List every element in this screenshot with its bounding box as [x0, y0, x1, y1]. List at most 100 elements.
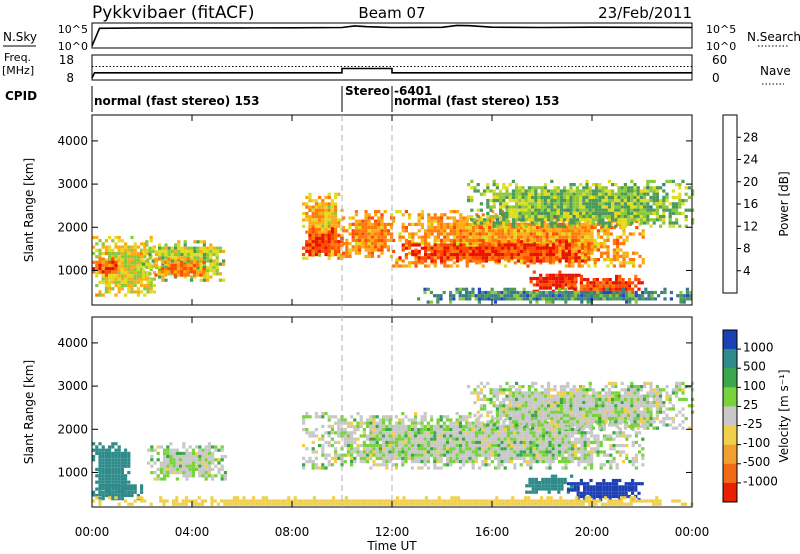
- heatmap-cell: [414, 254, 418, 258]
- heatmap-cell: [430, 428, 434, 432]
- heatmap-cell: [345, 254, 349, 258]
- heatmap-cell: [513, 222, 517, 226]
- heatmap-cell: [391, 424, 395, 428]
- heatmap-cell: [465, 226, 469, 230]
- heatmap-cell: [527, 211, 531, 215]
- heatmap-cell: [582, 186, 586, 190]
- heatmap-cell: [429, 290, 433, 295]
- heatmap-cell: [526, 238, 530, 242]
- heatmap-cell: [634, 290, 638, 295]
- heatmap-cell: [358, 248, 362, 252]
- heatmap-cell: [342, 216, 346, 220]
- heatmap-cell: [414, 447, 418, 451]
- heatmap-cell: [579, 287, 583, 291]
- heatmap-cell: [536, 253, 540, 257]
- heatmap-cell: [513, 290, 517, 295]
- heatmap-cell: [223, 455, 227, 459]
- heatmap-cell: [120, 464, 124, 468]
- heatmap-cell: [574, 235, 578, 239]
- heatmap-cell: [574, 444, 578, 448]
- heatmap-cell: [523, 258, 527, 262]
- sky-noise-frame: [91, 22, 693, 49]
- heatmap-cell: [583, 431, 587, 435]
- heatmap-cell: [143, 264, 147, 268]
- heatmap-cell: [625, 251, 629, 255]
- heatmap-cell: [395, 210, 399, 214]
- heatmap-cell: [417, 259, 421, 263]
- heatmap-cell: [611, 195, 615, 199]
- heatmap-cell: [484, 232, 488, 236]
- heatmap-cell: [555, 242, 559, 246]
- heatmap-cell: [364, 235, 368, 239]
- heatmap-cell: [420, 453, 424, 457]
- heatmap-cell: [114, 484, 118, 488]
- heatmap-cell: [468, 440, 472, 444]
- heatmap-cell: [455, 418, 459, 422]
- heatmap-cell: [548, 286, 552, 290]
- heatmap-cell: [188, 474, 192, 478]
- heatmap-cell: [580, 222, 584, 226]
- heatmap-cell: [590, 232, 594, 236]
- heatmap-cell: [446, 460, 450, 464]
- heatmap-cell: [569, 186, 573, 190]
- heatmap-cell: [481, 440, 485, 444]
- heatmap-cell: [308, 243, 312, 247]
- heatmap-cell: [104, 451, 108, 455]
- heatmap-cell: [154, 249, 158, 253]
- heatmap-cell: [172, 467, 176, 471]
- heatmap-cell: [691, 189, 695, 193]
- heatmap-cell: [561, 440, 565, 444]
- heatmap-cell: [452, 210, 456, 214]
- heatmap-cell: [505, 195, 509, 199]
- heatmap-cell: [383, 238, 387, 242]
- heatmap-cell: [449, 447, 453, 451]
- heatmap-cell: [583, 437, 587, 441]
- heatmap-cell: [689, 290, 693, 295]
- heatmap-cell: [516, 434, 520, 438]
- heatmap-cell: [620, 202, 624, 206]
- heatmap-cell: [420, 216, 424, 220]
- heatmap-cell: [206, 256, 210, 260]
- heatmap-cell: [478, 243, 482, 247]
- heatmap-cell: [108, 260, 112, 264]
- heatmap-cell: [591, 208, 595, 212]
- heatmap-cell: [559, 215, 563, 219]
- heatmap-cell: [519, 297, 523, 301]
- heatmap-cell: [527, 186, 531, 190]
- heatmap-cell: [180, 263, 184, 268]
- heatmap-cell: [370, 245, 374, 249]
- heatmap-cell: [337, 453, 341, 457]
- heatmap-cell: [160, 267, 165, 271]
- heatmap-cell: [367, 226, 371, 230]
- heatmap-cell: [124, 267, 128, 272]
- heatmap-cell: [655, 211, 659, 215]
- heatmap-cell: [611, 215, 615, 219]
- heatmap-cell: [611, 281, 615, 285]
- heatmap-cell: [631, 281, 635, 285]
- heatmap-cell: [468, 240, 472, 244]
- heatmap-cell: [574, 450, 578, 454]
- heatmap-cell: [548, 428, 552, 432]
- heatmap-cell: [364, 226, 368, 230]
- heatmap-cell: [424, 235, 428, 239]
- heatmap-cell: [583, 434, 587, 438]
- heatmap-cell: [665, 208, 669, 212]
- heatmap-cell: [196, 253, 200, 257]
- heatmap-cell: [411, 261, 415, 265]
- heatmap-cell: [446, 238, 450, 242]
- heatmap-cell: [484, 453, 488, 457]
- heatmap-cell: [117, 264, 121, 268]
- heatmap-cell: [452, 229, 456, 233]
- heatmap-cell: [308, 246, 312, 250]
- sky-noise-line: [91, 24, 693, 47]
- heatmap-cell: [404, 226, 408, 230]
- heatmap-cell: [359, 450, 363, 454]
- heatmap-cell: [120, 481, 124, 485]
- heatmap-cell: [687, 186, 691, 190]
- heatmap-cell: [625, 254, 629, 258]
- heatmap-cell: [308, 431, 312, 435]
- heatmap-cell: [478, 431, 482, 435]
- heatmap-cell: [430, 447, 434, 451]
- heatmap-cell: [478, 261, 482, 265]
- heatmap-cell: [175, 451, 179, 455]
